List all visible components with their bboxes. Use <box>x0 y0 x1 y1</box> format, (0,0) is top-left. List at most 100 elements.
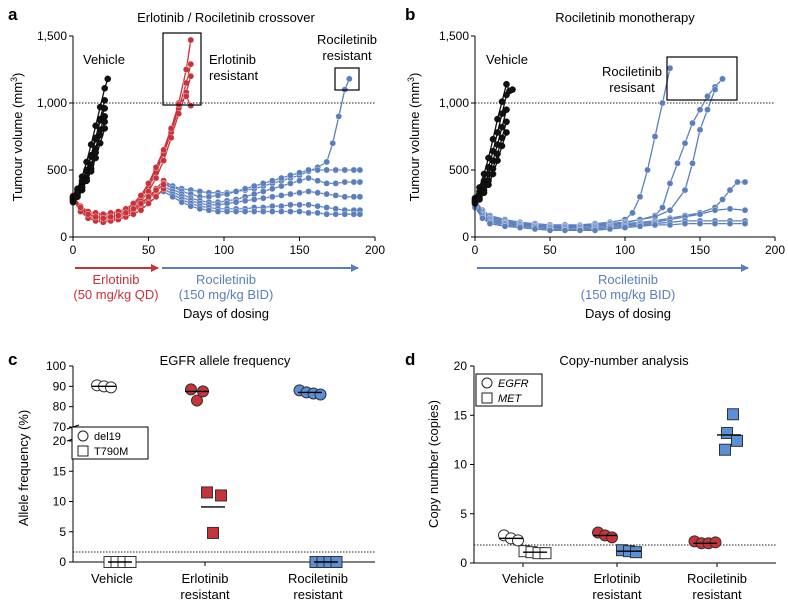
panel-c-t790m-point <box>215 489 227 502</box>
panel-a-data-point <box>77 204 84 211</box>
panel-a-data-point <box>341 193 349 201</box>
panel-a-data-point <box>178 198 186 206</box>
panel-a-data-point <box>296 201 303 209</box>
panel-d-category-label: resistant <box>692 587 742 602</box>
panel-d-egfr-point <box>709 536 722 549</box>
panel-a-data-point <box>169 193 176 201</box>
panel-c-ytick-label: 90 <box>53 379 67 393</box>
panel-a-data-point <box>152 193 160 201</box>
panel-d-category-label: Erlotinib <box>594 571 641 586</box>
panel-a-data-point <box>83 177 90 185</box>
panel-a-data-point <box>350 210 358 218</box>
panel-a-data-point <box>84 210 92 218</box>
panel-a-title: Erlotinib / Rociletinib crossover <box>137 10 315 25</box>
panel-a-data-point <box>278 182 285 190</box>
panel-a-data-point <box>232 208 240 215</box>
panel-a-data-point <box>332 192 340 199</box>
panel-c-del19-point <box>191 394 203 407</box>
panel-c-category-label: Rociletinib <box>288 571 348 586</box>
panel-b-data-point <box>726 220 734 227</box>
panel-c-category-label: resistant <box>293 587 343 602</box>
panel-a-data-point <box>92 213 99 221</box>
panel-a-data-point <box>314 209 321 217</box>
panel-a-ytick-label: 500 <box>47 163 67 177</box>
panel-b-ytick-label: 1,500 <box>439 29 469 43</box>
panel-a-data-point <box>305 209 312 217</box>
panel-b-data-point <box>485 181 492 189</box>
panel-a-erlotinib-drug: Erlotinib <box>93 272 140 287</box>
panel-b-data-point <box>711 220 719 227</box>
panel-a-data-point <box>305 166 312 174</box>
panel-a-data-point <box>323 190 330 198</box>
panel-a-data-point <box>187 72 195 80</box>
panel-b-data-point <box>591 226 599 234</box>
panel-a-data-point <box>87 168 95 175</box>
panel-b-data-point <box>659 204 666 211</box>
panel-d-met-point <box>721 426 733 439</box>
panel-b-data-point <box>629 209 636 217</box>
panel-a-data-point <box>175 101 182 108</box>
panel-a-data-point <box>187 60 195 68</box>
panel-a-data-point <box>329 139 337 147</box>
panel-b-data-point <box>741 206 749 214</box>
panel-a-data-point <box>130 205 137 213</box>
panel-d-ytick-label: 20 <box>454 359 468 373</box>
panel-b-data-point <box>674 159 681 167</box>
panel-b-rociletinib-resistant-box <box>666 56 738 101</box>
panel-b-data-point <box>726 205 734 213</box>
panel-b-data-point <box>576 226 584 234</box>
panel-b-data-point <box>659 99 666 107</box>
panel-a-data-point <box>259 188 267 195</box>
panel-b-data-point <box>726 186 734 194</box>
panel-d-legend: EGFR MET <box>475 373 543 407</box>
panel-a-data-point <box>269 177 276 185</box>
panel-a-data-point <box>269 193 276 201</box>
panel-c-ylabel: Allele frequency (%) <box>16 410 31 526</box>
panel-c-category-label: Vehicle <box>91 571 133 586</box>
panel-d-ylabel: Copy number (copies) <box>426 400 441 528</box>
panel-c-legend-t790m: T790M <box>94 446 128 458</box>
panel-a-data-point <box>96 139 104 147</box>
panel-b-xtick-label: 100 <box>615 243 635 257</box>
panel-b-data-point <box>689 119 696 127</box>
panel-b-data-point <box>666 206 674 214</box>
panel-a-rociletinib-resistant-box <box>334 67 360 91</box>
panel-b-data-point <box>479 214 486 222</box>
panel-a-data-point <box>278 208 285 215</box>
panel-letter-c: c <box>8 350 17 369</box>
panel-c-ytick-label: 15 <box>53 464 67 478</box>
panel-a-data-point <box>101 105 109 112</box>
panel-b-ytick-label: 500 <box>449 163 469 177</box>
panel-a-data-point <box>287 172 294 179</box>
panel-a-data-point <box>323 180 330 187</box>
panel-d-met-point <box>731 434 743 447</box>
panel-b-xtick-label: 50 <box>543 243 557 257</box>
panel-a-data-point <box>250 182 258 190</box>
panel-d-met-point <box>719 443 731 456</box>
panel-b-data-point <box>503 129 510 136</box>
panel-d-met-point <box>630 546 642 559</box>
panel-a-data-point <box>187 36 195 44</box>
panel-letter-d: d <box>405 350 415 369</box>
panel-a-data-point <box>305 174 312 182</box>
panel-a-data-point <box>232 198 240 206</box>
panel-c-ytick-label: 5 <box>59 525 66 539</box>
panel-b-data-point <box>681 186 689 194</box>
panel-b-rociletinib-dose: (150 mg/kg BID) <box>581 287 676 302</box>
panel-a-data-point <box>296 189 303 197</box>
panel-a-ylabel: Tumour volume (mm3) <box>9 73 25 202</box>
panel-b-data-point <box>503 80 510 88</box>
panel-b-data-point <box>696 106 704 113</box>
panel-c-ytick-label: 20 <box>53 434 67 448</box>
panel-b-roc-res-label-2: resisant <box>609 80 655 95</box>
panel-b-xtick-label: 150 <box>690 243 710 257</box>
panel-c-ytick-label: 70 <box>53 420 67 434</box>
panel-a-series-line <box>72 78 109 199</box>
panel-a-data-point <box>296 169 303 176</box>
panel-a-data-point <box>287 180 294 187</box>
panel-b-title: Rociletinib monotherapy <box>555 10 695 25</box>
panel-a-xtick-label: 100 <box>214 243 234 257</box>
panel-a-erlotinib-dose: (50 mg/kg QD) <box>73 287 158 302</box>
panel-a-ytick-label: 1,500 <box>37 29 67 43</box>
panel-b-data-point <box>516 224 524 231</box>
